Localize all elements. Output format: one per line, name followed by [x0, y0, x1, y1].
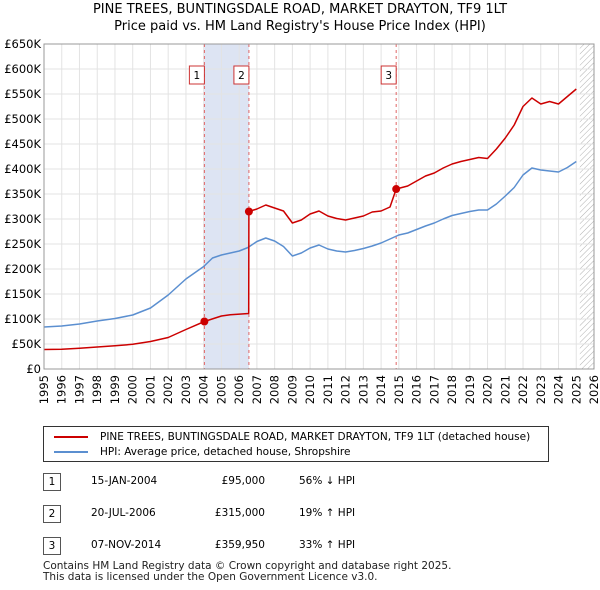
sale-marker-label: 3 [385, 70, 392, 82]
y-tick-label: £600K [4, 62, 41, 76]
x-tick-label: 1997 [72, 375, 86, 404]
sale-point [244, 207, 253, 216]
y-tick-label: £0 [26, 362, 41, 376]
sale-hpi-change: 33% ↑ HPI [299, 539, 356, 551]
y-tick-label: £250K [4, 237, 41, 251]
x-tick-label: 2020 [481, 375, 495, 404]
sale-date: 20-JUL-2006 [91, 507, 156, 519]
x-tick-label: 2016 [410, 375, 424, 404]
plot-frame [43, 43, 595, 370]
x-tick-label: 2026 [587, 375, 600, 404]
footer-copyright: Contains HM Land Registry data © Crown c… [43, 560, 452, 572]
sale-number-badge: 1 [43, 473, 61, 491]
x-tick-label: 2012 [339, 375, 353, 404]
x-tick-label: 2011 [321, 375, 335, 404]
sale-hpi-change: 56% ↓ HPI [299, 475, 356, 487]
x-tick-label: 2022 [516, 375, 530, 404]
chart-legend: PINE TREES, BUNTINGSDALE ROAD, MARKET DR… [43, 426, 549, 462]
x-tick-label: 2013 [356, 375, 370, 404]
chart-title: PINE TREES, BUNTINGSDALE ROAD, MARKET DR… [92, 2, 508, 17]
sale-marker-box [233, 65, 250, 85]
sale-number-badge: 3 [43, 537, 61, 555]
y-tick-label: £300K [4, 212, 41, 226]
x-tick-label: 2025 [569, 375, 583, 404]
price-chart: £0 £50K £100K £150K £200K £250K £300K £350K £400… [4, 37, 600, 404]
sale-row: 3 07-NOV-2014 £359,950 33% ↑ HPI [43, 537, 423, 555]
x-tick-label: 2010 [303, 375, 317, 404]
series-line [43, 160, 577, 328]
property-line-swatch [54, 436, 88, 438]
legend-hpi-label: HPI: Average price, detached house, Shro… [100, 446, 351, 458]
sale-marker-label: 2 [238, 70, 245, 82]
y-tick-label: £200K [4, 262, 41, 276]
sale-row: 2 20-JUL-2006 £315,000 19% ↑ HPI [43, 505, 423, 523]
x-tick-label: 2009 [285, 375, 299, 404]
y-tick-label: £400K [4, 162, 41, 176]
x-tick-label: 1995 [37, 375, 51, 404]
sale-marker-box [380, 65, 397, 85]
sale-price: £359,950 [214, 539, 265, 551]
y-tick-label: £500K [4, 112, 41, 126]
x-tick-label: 1998 [90, 375, 104, 404]
x-tick-label: 2002 [161, 375, 175, 404]
x-tick-label: 2023 [534, 375, 548, 404]
sale-price: £95,000 [221, 475, 265, 487]
series-line [43, 88, 577, 351]
sale-marker-box [188, 65, 205, 85]
plot-background [44, 44, 594, 369]
x-tick-label: 2021 [498, 375, 512, 404]
x-tick-label: 2006 [232, 375, 246, 404]
sale-row: 1 15-JAN-2004 £95,000 56% ↓ HPI [43, 473, 423, 491]
x-tick-label: 2018 [445, 375, 459, 404]
forecast-hatch [579, 44, 594, 369]
sale-price: £315,000 [214, 507, 265, 519]
sale-period-shading [204, 44, 249, 369]
y-tick-label: £650K [4, 37, 41, 51]
y-tick-label: £550K [4, 87, 41, 101]
x-tick-label: 2019 [463, 375, 477, 404]
sale-date: 07-NOV-2014 [91, 539, 162, 551]
x-tick-label: 2004 [197, 375, 211, 404]
sale-date: 15-JAN-2004 [91, 475, 158, 487]
footer-license: This data is licensed under the Open Gov… [43, 571, 378, 583]
x-tick-label: 2003 [179, 375, 193, 404]
x-tick-label: 2017 [427, 375, 441, 404]
y-tick-label: £50K [12, 337, 42, 351]
sale-marker-label: 1 [194, 70, 201, 82]
x-tick-label: 2005 [214, 375, 228, 404]
x-tick-label: 2024 [552, 375, 566, 404]
x-tick-label: 1996 [55, 375, 69, 404]
x-tick-label: 2015 [392, 375, 406, 404]
y-tick-label: £150K [4, 287, 41, 301]
y-tick-label: £100K [4, 312, 41, 326]
y-tick-label: £450K [4, 137, 41, 151]
footer: Contains HM Land Registry data © Crown c… [43, 561, 451, 583]
sale-point [392, 185, 401, 194]
x-tick-label: 2001 [143, 375, 157, 404]
y-tick-label: £350K [4, 187, 41, 201]
hpi-line-swatch [54, 451, 88, 453]
x-tick-label: 2000 [126, 375, 140, 404]
sale-hpi-change: 19% ↑ HPI [299, 507, 356, 519]
x-tick-label: 2014 [374, 375, 388, 404]
legend-property-label: PINE TREES, BUNTINGSDALE ROAD, MARKET DR… [100, 431, 531, 443]
chart-subtitle: Price paid vs. HM Land Registry's House … [114, 19, 486, 34]
x-tick-label: 2008 [268, 375, 282, 404]
x-tick-label: 2007 [250, 375, 264, 404]
sale-point [200, 317, 209, 326]
sale-number-badge: 2 [43, 505, 61, 523]
x-tick-label: 1999 [108, 375, 122, 404]
